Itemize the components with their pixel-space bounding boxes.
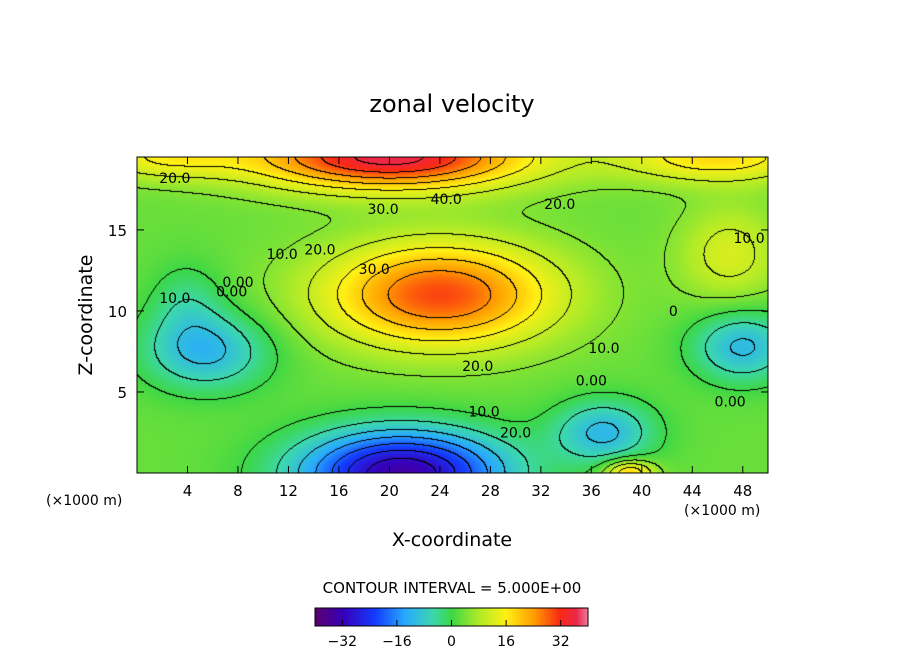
x-tick-label: 32 xyxy=(531,482,550,500)
contour-label: 30.0 xyxy=(368,202,399,218)
x-tick-label: 44 xyxy=(683,482,702,500)
contour-label: 20.0 xyxy=(462,359,493,375)
y-axis-label: Z-coordinate xyxy=(75,255,97,376)
contour-label: 20.0 xyxy=(500,425,531,441)
contour-label: 0.00 xyxy=(715,395,746,411)
colorbar-tick-label: 32 xyxy=(552,634,570,650)
y-tick-label: 5 xyxy=(117,384,127,402)
colorbar-tick-label: 0 xyxy=(447,634,456,650)
contour-label: 10.0 xyxy=(159,291,190,307)
contour-labels: 20.030.040.0 20.010.010.0 20.00.0030.010.0… xyxy=(159,171,764,441)
contour-label: 10.0 xyxy=(733,231,764,247)
colorbar-gradient xyxy=(315,608,588,626)
x-tick-label: 48 xyxy=(733,482,752,500)
contour-label: 0.00 xyxy=(216,285,247,301)
contour-label: 40.0 xyxy=(431,192,462,208)
x-tick-label: 16 xyxy=(329,482,348,500)
y-tick-label: 10 xyxy=(108,303,127,321)
x-tick-label: 28 xyxy=(481,482,500,500)
contour-label: 20.0 xyxy=(159,171,190,187)
x-unit-label-right: (×1000 m) xyxy=(684,503,760,519)
colorbar-ticks: −32 −16 0 16 32 xyxy=(328,620,570,650)
contour-label: 20.0 xyxy=(304,242,335,258)
x-tick-label: 4 xyxy=(183,482,193,500)
contour-label: 0 xyxy=(669,304,678,320)
zonal-velocity-heatmap xyxy=(137,157,768,473)
x-tick-label: 24 xyxy=(430,482,449,500)
colorbar-tick-label: −16 xyxy=(382,634,412,650)
x-unit-label-left: (×1000 m) xyxy=(46,493,122,509)
contour-label: 0.00 xyxy=(222,275,253,291)
chart-title: zonal velocity xyxy=(369,90,534,118)
plot-area: 20.030.040.0 20.010.010.0 20.00.0030.010.0… xyxy=(108,156,769,500)
colorbar: −32 −16 0 16 32 xyxy=(314,607,589,650)
x-tick-label: 40 xyxy=(632,482,651,500)
contour-label: 10.0 xyxy=(267,247,298,263)
plot-frame xyxy=(136,156,769,474)
x-axis-ticks: 4 8 12 16 20 24 28 32 36 40 44 48 xyxy=(183,157,752,500)
contour-label: 20.0 xyxy=(544,197,575,213)
contour-label: 0.00 xyxy=(576,374,607,390)
x-axis-label: X-coordinate xyxy=(392,529,512,551)
contour-interval-label: CONTOUR INTERVAL = 5.000E+00 xyxy=(323,579,582,597)
x-tick-label: 8 xyxy=(233,482,243,500)
colorbar-tick-label: −32 xyxy=(328,634,358,650)
contour-label: 30.0 xyxy=(359,262,390,278)
x-tick-label: 36 xyxy=(582,482,601,500)
y-tick-label: 15 xyxy=(108,222,127,240)
contour-label: 10.0 xyxy=(468,404,499,420)
x-tick-label: 12 xyxy=(279,482,298,500)
contour-label: 10.0 xyxy=(588,341,619,357)
x-tick-label: 20 xyxy=(380,482,399,500)
y-axis-ticks: 5 10 15 xyxy=(108,222,768,402)
colorbar-tick-label: 16 xyxy=(497,634,515,650)
